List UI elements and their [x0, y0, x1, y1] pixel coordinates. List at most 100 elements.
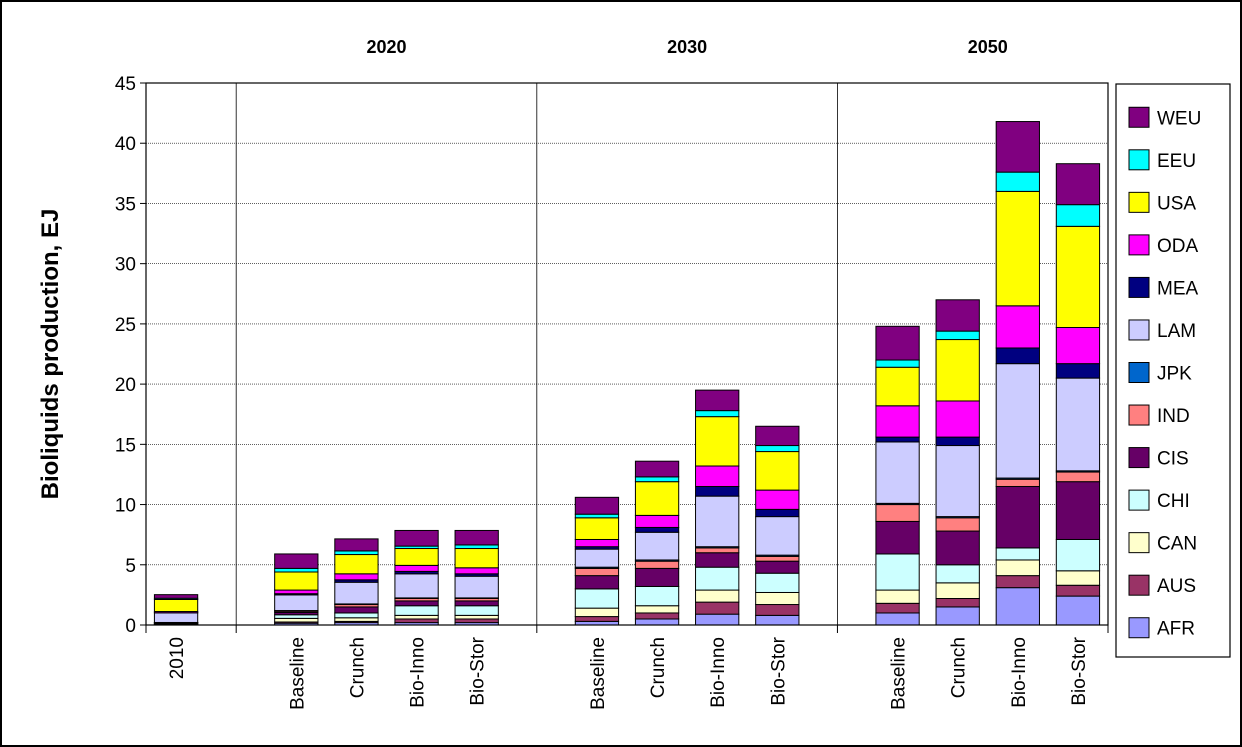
bar-segment-mea [935, 436, 980, 447]
legend-swatch [1128, 404, 1150, 426]
legend-label: CIS [1157, 449, 1189, 470]
legend-swatch [1128, 106, 1150, 128]
bar-segment-cis [875, 520, 920, 555]
legend-label: CAN [1157, 534, 1197, 555]
category-label: Bio-Stor [468, 636, 489, 705]
bar-segment-chi [634, 585, 680, 607]
bar-segment-usa [334, 554, 379, 575]
group-labels: 2020 2030 2050 [366, 37, 1007, 57]
bar-segment-aus [875, 602, 920, 614]
bar-segment-lam [334, 581, 379, 605]
bar-segment-ind [634, 560, 680, 569]
bar-segment-cis [334, 606, 379, 614]
legend-swatch [1128, 489, 1150, 511]
group-label: 2050 [968, 37, 1008, 57]
bar-segment-usa [1055, 225, 1101, 329]
bar-segment-cis [634, 567, 680, 587]
bar-segment-chi [574, 588, 620, 609]
bar-segment-can [574, 607, 620, 618]
group-label: 2030 [667, 37, 707, 57]
bar-segment-eeu [634, 476, 680, 483]
bar-segment-aus [935, 598, 980, 608]
legend-item: CIS [1128, 447, 1189, 470]
bar-segment-weu [153, 594, 199, 599]
bar-stack [935, 299, 980, 626]
bar-segment-oda [634, 514, 680, 528]
bar-stack [274, 553, 319, 626]
bar-segment-eeu [755, 445, 800, 453]
category-label: Baseline [889, 637, 910, 710]
bar-segment-eeu [995, 171, 1040, 192]
legend-label: MEA [1157, 278, 1199, 299]
legend-item: IND [1128, 404, 1190, 427]
bar-segment-aus [695, 601, 740, 615]
bar-stack [1055, 163, 1101, 626]
bar-segment-chi [274, 614, 319, 619]
y-tick-label: 5 [125, 556, 136, 577]
bar-segment-weu [695, 389, 740, 412]
bar-segment-weu [634, 460, 680, 478]
legend-swatch [1128, 574, 1150, 596]
bar-segment-can [394, 614, 439, 620]
bar-segment-usa [394, 548, 439, 566]
bar-segment-afr [935, 606, 980, 626]
bar-segment-oda [995, 305, 1040, 349]
bar-segment-cis [755, 560, 800, 574]
category-label: Bio-Stor [1069, 636, 1090, 705]
legend-label: AFR [1157, 619, 1195, 640]
bar-segment-usa [875, 366, 920, 407]
bar-segment-can [995, 559, 1040, 577]
legend-swatch [1128, 362, 1150, 383]
y-tick-label: 0 [125, 616, 136, 637]
plot-area-border [145, 82, 1109, 626]
legend-swatch [1128, 319, 1150, 341]
group-label: 2020 [366, 37, 406, 57]
bar-stack [454, 529, 499, 626]
bar-segment-chi [695, 566, 740, 591]
bar-segment-oda [695, 465, 740, 487]
legend-item: CHI [1128, 489, 1190, 512]
bar-segment-afr [634, 618, 680, 626]
bar-segment-eeu [454, 544, 499, 550]
bar-segment-chi [935, 564, 980, 584]
bar-segment-lam [394, 573, 439, 599]
bar-segment-afr [995, 587, 1040, 626]
bar-segment-chi [995, 547, 1040, 561]
bar-segment-weu [274, 553, 319, 569]
bar-segment-usa [274, 571, 319, 591]
bar-stack [755, 425, 800, 626]
legend-item: MEA [1128, 276, 1199, 299]
bar-segment-aus [1055, 584, 1101, 597]
bar-segment-ind [995, 478, 1040, 487]
bar-segment-can [334, 617, 379, 622]
bar-segment-can [1055, 570, 1101, 586]
bar-segment-chi [394, 605, 439, 616]
bar-segment-can [935, 582, 980, 600]
y-tick-label: 35 [115, 194, 136, 215]
category-label: Baseline [588, 637, 609, 710]
bar-segment-weu [875, 325, 920, 361]
bar-segment-usa [634, 481, 680, 516]
bar-segment-cis [935, 530, 980, 566]
bar-segment-oda [1055, 327, 1101, 365]
bar-segment-aus [454, 618, 499, 624]
bar-segment-ind [1055, 471, 1101, 483]
bar-segment-lam [935, 445, 980, 518]
bar-segment-aus [755, 604, 800, 616]
bar-segment-eeu [695, 410, 740, 418]
legend-swatch [1128, 617, 1150, 639]
y-axis-title: Bioliquids production, EJ [37, 209, 64, 500]
bar-segment-ind [875, 504, 920, 522]
y-tick-label: 20 [115, 375, 136, 396]
bar-segment-lam [153, 612, 199, 623]
bar-segment-can [274, 617, 319, 623]
bar-segment-lam [995, 363, 1040, 479]
bar-segment-eeu [574, 513, 620, 519]
bar-segment-weu [935, 299, 980, 332]
bar-segment-weu [1055, 163, 1101, 206]
y-tick-label: 30 [115, 255, 136, 276]
bar-segment-mea [695, 485, 740, 497]
bar-segment-oda [334, 573, 379, 581]
